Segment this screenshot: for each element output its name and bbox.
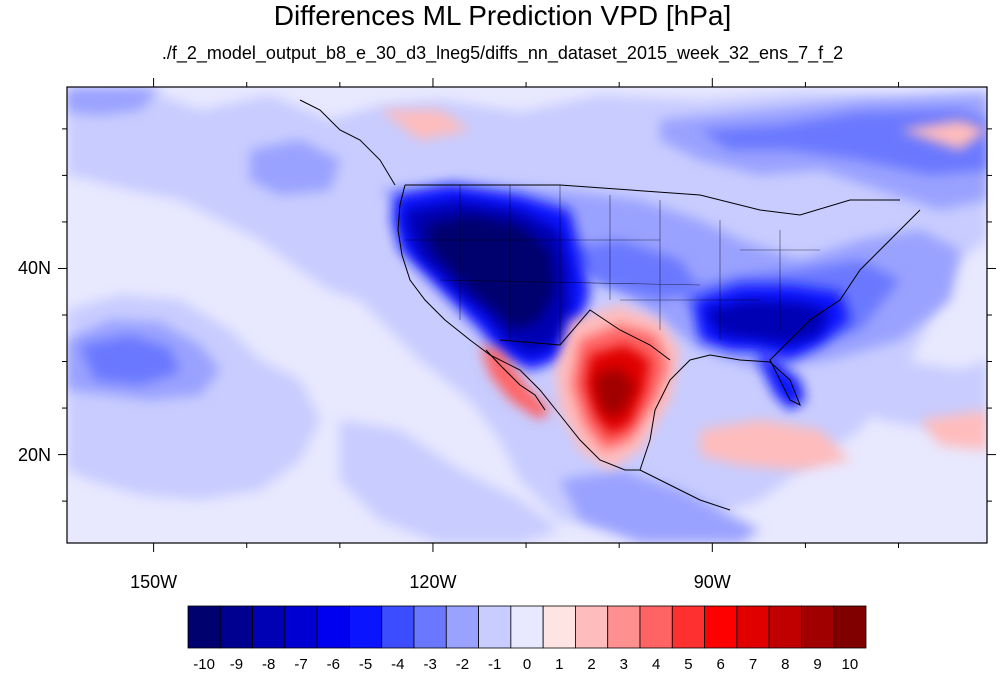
colorbar-box — [349, 605, 383, 649]
colorbar-tick-label: -10 — [193, 656, 215, 673]
colorbar-tick-label: -4 — [391, 656, 405, 673]
colorbar-tick-label: -2 — [455, 656, 470, 673]
colorbar-tick-label: -7 — [294, 656, 308, 673]
colorbar-tick-label: 7 — [748, 656, 758, 673]
colorbar-box — [252, 605, 286, 649]
colorbar-tick-label: -9 — [229, 656, 244, 673]
colorbar-box — [316, 605, 350, 649]
colorbar-tick-label: 5 — [684, 656, 693, 673]
colorbar-box — [671, 605, 705, 649]
colorbar-tick-label: 1 — [555, 656, 564, 673]
longitude-label: 150W — [130, 572, 178, 592]
colorbar-box — [542, 605, 576, 649]
colorbar-tick-label: -5 — [358, 656, 373, 673]
vpd-difference-field — [67, 87, 987, 543]
map-subtitle: ./f_2_model_output_b8_e_30_d3_lneg5/diff… — [161, 43, 844, 63]
colorbar-tick-label: 10 — [841, 656, 859, 673]
colorbar-tick-label: -8 — [262, 656, 276, 673]
colorbar-box — [736, 605, 770, 649]
colorbar-box — [445, 605, 479, 649]
colorbar-box — [413, 605, 447, 649]
colorbar-box — [768, 605, 802, 649]
colorbar-box — [187, 605, 221, 649]
colorbar-box — [801, 605, 835, 649]
colorbar-box — [639, 605, 673, 649]
colorbar-tick-label: -3 — [423, 656, 437, 673]
longitude-label: 120W — [409, 572, 457, 592]
map-title: Differences ML Prediction VPD [hPa] — [273, 0, 732, 31]
colorbar-tick-label: 6 — [716, 656, 725, 673]
longitude-label: 90W — [693, 572, 731, 592]
colorbar-tick-label: 0 — [522, 656, 532, 673]
colorbar-box — [510, 605, 544, 649]
colorbar-tick-label: 8 — [781, 656, 790, 673]
colorbar — [187, 605, 867, 649]
colorbar-tick-label: -1 — [488, 656, 502, 673]
colorbar-tick-label: 4 — [651, 656, 661, 673]
colorbar-tick-label: 9 — [813, 656, 822, 673]
colorbar-tick-label: 3 — [619, 656, 629, 673]
colorbar-box — [219, 605, 253, 649]
colorbar-box — [284, 605, 318, 649]
latitude-label: 40N — [18, 258, 52, 279]
colorbar-box — [833, 605, 867, 649]
colorbar-tick-label: -6 — [326, 656, 340, 673]
colorbar-box — [704, 605, 738, 649]
axis-ticks — [58, 78, 996, 552]
latitude-label: 20N — [18, 444, 52, 465]
colorbar-box — [478, 605, 512, 649]
colorbar-box — [575, 605, 609, 649]
colorbar-box — [381, 605, 415, 649]
colorbar-box — [607, 605, 641, 649]
colorbar-tick-label: 2 — [587, 656, 596, 673]
